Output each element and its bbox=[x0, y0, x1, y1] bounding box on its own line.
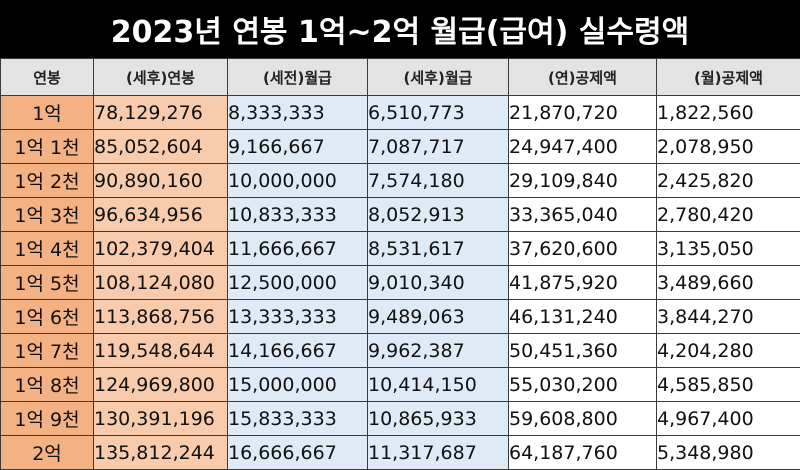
cell-net-monthly: 10,414,150 bbox=[368, 368, 509, 402]
cell-gross-monthly: 10,000,000 bbox=[228, 164, 368, 198]
cell-gross-monthly: 10,833,333 bbox=[228, 198, 368, 232]
cell-monthly-deduction: 4,585,850 bbox=[657, 368, 800, 402]
cell-monthly-deduction: 5,348,980 bbox=[657, 436, 800, 470]
cell-annual-deduction: 64,187,760 bbox=[509, 436, 657, 470]
table-header-row: 연봉 (세후)연봉 (세전)월급 (세후)월급 (연)공제액 (월)공제액 bbox=[1, 59, 800, 96]
cell-net-monthly: 8,531,617 bbox=[368, 232, 509, 266]
cell-net-annual: 96,634,956 bbox=[94, 198, 228, 232]
header-monthly-deduction: (월)공제액 bbox=[657, 59, 800, 96]
cell-salary: 1억 1천 bbox=[1, 130, 94, 164]
cell-net-monthly: 6,510,773 bbox=[368, 96, 509, 130]
cell-salary: 1억 8천 bbox=[1, 368, 94, 402]
cell-monthly-deduction: 2,078,950 bbox=[657, 130, 800, 164]
header-annual-deduction: (연)공제액 bbox=[509, 59, 657, 96]
cell-net-annual: 113,868,756 bbox=[94, 300, 228, 334]
cell-net-annual: 102,379,404 bbox=[94, 232, 228, 266]
cell-monthly-deduction: 2,780,420 bbox=[657, 198, 800, 232]
cell-net-annual: 124,969,800 bbox=[94, 368, 228, 402]
cell-net-monthly: 11,317,687 bbox=[368, 436, 509, 470]
cell-net-monthly: 8,052,913 bbox=[368, 198, 509, 232]
cell-net-monthly: 7,087,717 bbox=[368, 130, 509, 164]
cell-monthly-deduction: 1,822,560 bbox=[657, 96, 800, 130]
cell-salary: 1억 4천 bbox=[1, 232, 94, 266]
cell-salary: 1억 3천 bbox=[1, 198, 94, 232]
cell-gross-monthly: 9,166,667 bbox=[228, 130, 368, 164]
cell-gross-monthly: 15,833,333 bbox=[228, 402, 368, 436]
cell-net-annual: 90,890,160 bbox=[94, 164, 228, 198]
cell-net-monthly: 9,962,387 bbox=[368, 334, 509, 368]
header-gross-monthly: (세전)월급 bbox=[228, 59, 368, 96]
cell-net-monthly: 10,865,933 bbox=[368, 402, 509, 436]
cell-salary: 1억 5천 bbox=[1, 266, 94, 300]
cell-net-annual: 85,052,604 bbox=[94, 130, 228, 164]
cell-annual-deduction: 41,875,920 bbox=[509, 266, 657, 300]
cell-annual-deduction: 55,030,200 bbox=[509, 368, 657, 402]
cell-gross-monthly: 16,666,667 bbox=[228, 436, 368, 470]
cell-salary: 1억 bbox=[1, 96, 94, 130]
cell-gross-monthly: 15,000,000 bbox=[228, 368, 368, 402]
cell-monthly-deduction: 3,135,050 bbox=[657, 232, 800, 266]
cell-net-monthly: 7,574,180 bbox=[368, 164, 509, 198]
cell-salary: 2억 bbox=[1, 436, 94, 470]
cell-monthly-deduction: 3,844,270 bbox=[657, 300, 800, 334]
cell-net-annual: 78,129,276 bbox=[94, 96, 228, 130]
cell-net-annual: 119,548,644 bbox=[94, 334, 228, 368]
salary-table: 연봉 (세후)연봉 (세전)월급 (세후)월급 (연)공제액 (월)공제액 1억… bbox=[0, 58, 800, 470]
cell-annual-deduction: 46,131,240 bbox=[509, 300, 657, 334]
cell-net-annual: 135,812,244 bbox=[94, 436, 228, 470]
page-title: 2023년 연봉 1억~2억 월급(급여) 실수령액 bbox=[0, 0, 800, 58]
cell-monthly-deduction: 2,425,820 bbox=[657, 164, 800, 198]
cell-annual-deduction: 37,620,600 bbox=[509, 232, 657, 266]
cell-annual-deduction: 33,365,040 bbox=[509, 198, 657, 232]
cell-gross-monthly: 11,666,667 bbox=[228, 232, 368, 266]
cell-monthly-deduction: 4,967,400 bbox=[657, 402, 800, 436]
cell-gross-monthly: 12,500,000 bbox=[228, 266, 368, 300]
cell-net-monthly: 9,489,063 bbox=[368, 300, 509, 334]
cell-net-monthly: 9,010,340 bbox=[368, 266, 509, 300]
cell-monthly-deduction: 4,204,280 bbox=[657, 334, 800, 368]
header-salary: 연봉 bbox=[1, 59, 94, 96]
cell-net-annual: 108,124,080 bbox=[94, 266, 228, 300]
cell-annual-deduction: 29,109,840 bbox=[509, 164, 657, 198]
cell-gross-monthly: 14,166,667 bbox=[228, 334, 368, 368]
cell-annual-deduction: 24,947,400 bbox=[509, 130, 657, 164]
cell-salary: 1억 2천 bbox=[1, 164, 94, 198]
cell-monthly-deduction: 3,489,660 bbox=[657, 266, 800, 300]
cell-salary: 1억 7천 bbox=[1, 334, 94, 368]
cell-annual-deduction: 59,608,800 bbox=[509, 402, 657, 436]
cell-net-annual: 130,391,196 bbox=[94, 402, 228, 436]
header-net-monthly: (세후)월급 bbox=[368, 59, 509, 96]
cell-gross-monthly: 8,333,333 bbox=[228, 96, 368, 130]
cell-salary: 1억 9천 bbox=[1, 402, 94, 436]
cell-annual-deduction: 50,451,360 bbox=[509, 334, 657, 368]
cell-annual-deduction: 21,870,720 bbox=[509, 96, 657, 130]
header-net-annual: (세후)연봉 bbox=[94, 59, 228, 96]
cell-gross-monthly: 13,333,333 bbox=[228, 300, 368, 334]
cell-salary: 1억 6천 bbox=[1, 300, 94, 334]
